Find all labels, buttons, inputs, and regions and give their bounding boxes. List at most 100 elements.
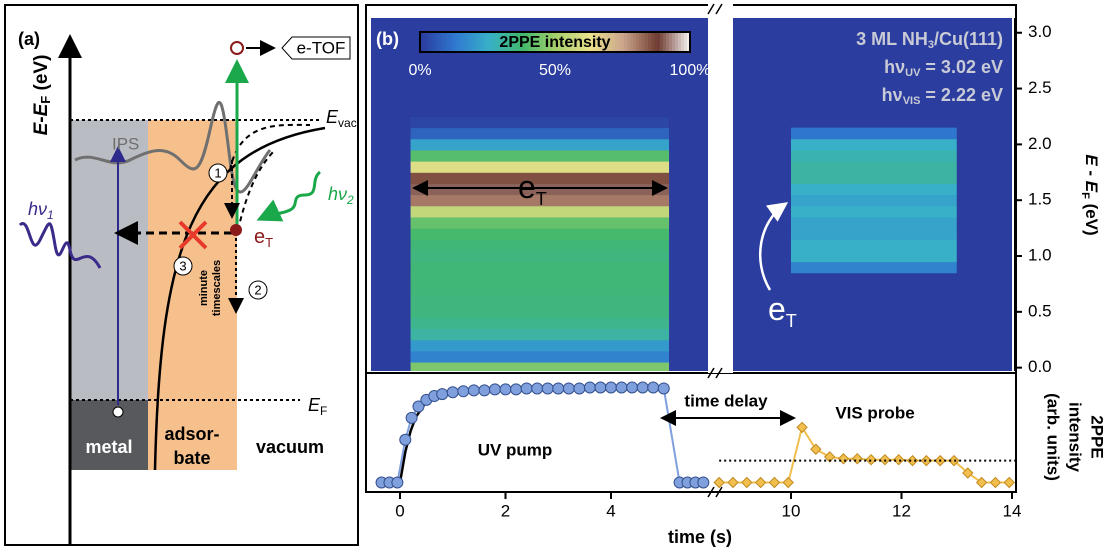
colorbar-cell bbox=[423, 32, 427, 52]
text-part: (eV) bbox=[1082, 199, 1101, 236]
data-point bbox=[906, 454, 919, 467]
heatmap-row bbox=[791, 172, 957, 184]
data-point bbox=[594, 381, 607, 394]
data-point bbox=[796, 421, 808, 434]
plot-layer: 0.00.51.01.52.02.53.0E - EF (eV)2PPE int… bbox=[366, 22, 1106, 547]
colorbar-cell bbox=[678, 32, 682, 52]
data-point bbox=[647, 381, 660, 394]
colorbar-cell bbox=[684, 32, 688, 52]
step-circle bbox=[208, 163, 228, 183]
hv1-part: hν bbox=[28, 199, 47, 219]
colorbar-cell bbox=[507, 32, 511, 52]
colorbar-cell bbox=[555, 32, 559, 52]
step-number: 3 bbox=[179, 258, 186, 273]
data-point bbox=[626, 381, 639, 394]
colorbar-cell bbox=[453, 32, 457, 52]
colorbar-cell bbox=[519, 32, 523, 52]
step-number: 2 bbox=[254, 282, 261, 297]
colorbar-cell bbox=[582, 32, 586, 52]
colorbar-cell bbox=[426, 32, 430, 52]
colorbar-cell bbox=[615, 32, 619, 52]
data-point bbox=[636, 381, 649, 394]
series-line bbox=[719, 424, 1010, 484]
colorbar-cell bbox=[486, 32, 490, 52]
colorbar-cell bbox=[681, 32, 685, 52]
text-part: VIS bbox=[903, 95, 921, 107]
data-point bbox=[975, 476, 988, 489]
colorbar-cell bbox=[438, 32, 442, 52]
heatmap-row bbox=[410, 239, 670, 251]
heatmap-row bbox=[410, 161, 670, 173]
data-point bbox=[552, 382, 565, 395]
heatmap-row bbox=[410, 339, 670, 352]
metal-bulk bbox=[70, 400, 148, 470]
hv1-wave bbox=[18, 222, 102, 269]
colorbar-cell bbox=[600, 32, 604, 52]
text-part: = 2.22 eV bbox=[920, 85, 1003, 105]
colorbar-cell bbox=[528, 32, 532, 52]
axis-break-gap bbox=[708, 0, 733, 373]
colorbar-cell bbox=[510, 32, 514, 52]
heatmap-row bbox=[410, 250, 670, 263]
y-tick-label: 1.5 bbox=[1028, 190, 1052, 209]
colorbar-cell bbox=[654, 32, 658, 52]
colorbar-cell bbox=[525, 32, 529, 52]
colorbar-cell bbox=[609, 32, 613, 52]
colorbar-cell bbox=[639, 32, 643, 52]
panel-label: (b) bbox=[376, 29, 399, 49]
text-part: /Cu(111) bbox=[934, 29, 1003, 49]
y-tick-label: 2.0 bbox=[1028, 134, 1052, 153]
colorbar-cell bbox=[567, 32, 571, 52]
y-axis-label: (arb. units) bbox=[1044, 393, 1063, 481]
heatmap-row bbox=[410, 94, 670, 106]
data-point bbox=[754, 476, 767, 489]
evac-part: vac bbox=[338, 116, 357, 130]
y-tick-label: 0.5 bbox=[1028, 301, 1052, 320]
colorbar-cell bbox=[648, 32, 652, 52]
heatmap-row bbox=[410, 350, 670, 363]
heatmap-row bbox=[410, 317, 670, 330]
timescale-part: timescales bbox=[211, 260, 223, 316]
colorbar-cell bbox=[501, 32, 505, 52]
metal-label: metal bbox=[85, 437, 132, 457]
y-tick-label: 1.0 bbox=[1028, 246, 1052, 265]
colorbar-cell bbox=[612, 32, 616, 52]
data-point bbox=[478, 384, 491, 397]
heatmap-row bbox=[791, 239, 957, 251]
adsorbate-label: adsor- bbox=[164, 424, 219, 444]
text-part: hν bbox=[884, 57, 905, 77]
colorbar-cell bbox=[420, 32, 424, 52]
colorbar-cell bbox=[465, 32, 469, 52]
hv2-part: 2 bbox=[346, 193, 354, 207]
colorbar-cell bbox=[468, 32, 472, 52]
text-part: E bbox=[1082, 154, 1101, 166]
colorbar-cell bbox=[546, 32, 550, 52]
ef-part: F bbox=[320, 404, 327, 418]
colorbar-cell bbox=[456, 32, 460, 52]
colorbar-cell bbox=[489, 32, 493, 52]
data-point bbox=[948, 454, 960, 467]
heatmap-row bbox=[410, 205, 670, 218]
text-part: hν bbox=[882, 85, 903, 105]
heatmap-row bbox=[791, 205, 957, 218]
ips-label: IPS bbox=[112, 134, 139, 153]
data-point bbox=[727, 476, 739, 489]
heatmap-row bbox=[410, 272, 670, 285]
colorbar-cell bbox=[534, 32, 538, 52]
data-point bbox=[605, 381, 618, 394]
text-part: E bbox=[1082, 181, 1101, 193]
heatmap-row bbox=[410, 194, 670, 207]
colorbar-cell bbox=[432, 32, 436, 52]
info-text: hνVIS = 2.22 eV bbox=[882, 85, 1003, 107]
y-axis-label: E - EF (eV) bbox=[1079, 154, 1100, 235]
axis-label-part: - bbox=[31, 116, 52, 122]
colorbar-cell bbox=[579, 32, 583, 52]
axis-label-part: E bbox=[31, 121, 52, 135]
series-label: VIS probe bbox=[835, 403, 914, 422]
heatmap-row bbox=[410, 172, 670, 184]
colorbar-cell bbox=[585, 32, 589, 52]
heatmap-row bbox=[410, 127, 670, 140]
data-point bbox=[499, 383, 512, 396]
data-point bbox=[1003, 476, 1015, 489]
data-point bbox=[467, 384, 480, 397]
